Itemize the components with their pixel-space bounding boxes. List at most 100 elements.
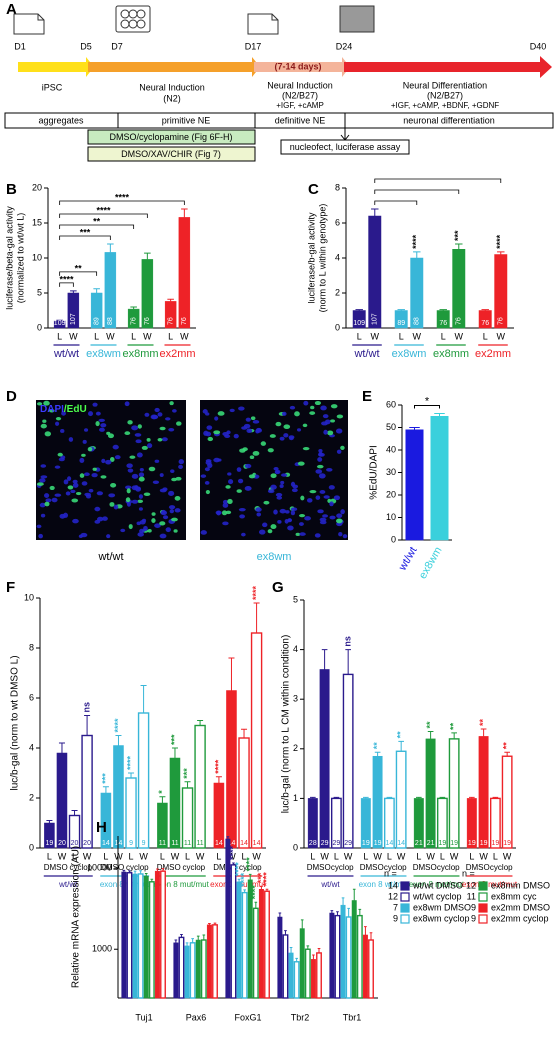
flask-icon: [13, 13, 45, 35]
nucleus: [335, 518, 343, 524]
nucleus: [200, 530, 207, 535]
bar: [56, 752, 68, 849]
y-tick-label: 1: [293, 793, 298, 803]
nucleus: [300, 495, 305, 501]
nucleus: [317, 457, 323, 462]
nucleus: [141, 445, 148, 450]
error-bar: [180, 934, 183, 938]
nucleus: [151, 414, 159, 420]
nucleus: [169, 401, 174, 406]
nucleus: [297, 461, 305, 466]
error-bar: [355, 309, 363, 311]
error-bar: [504, 751, 510, 757]
y-tick-label: 2: [29, 792, 34, 802]
nucleus: [161, 437, 168, 442]
group-label: ex2mm: [159, 348, 195, 360]
legend-swatch: [400, 881, 410, 891]
nucleus: [162, 515, 169, 520]
nucleus: [131, 425, 139, 431]
significance: ***: [182, 768, 192, 779]
bar: [288, 952, 294, 999]
y-tick-label: 10: [32, 252, 42, 262]
group-label: ex8wm: [392, 348, 427, 360]
nucleus: [71, 498, 79, 503]
phase: aggregates: [38, 115, 84, 125]
significance: **: [396, 731, 406, 739]
nucleus: [318, 451, 323, 457]
stage-factors: +IGF, +cAMP: [276, 101, 324, 110]
nucleus: [151, 518, 156, 524]
bracket: [59, 282, 74, 287]
bar: [225, 838, 231, 999]
n-label: 88: [107, 317, 114, 325]
x-tick-label: Tbr2: [291, 1012, 310, 1022]
treatment: DMSO/XAV/CHIR (Fig 7): [121, 149, 221, 159]
legend-swatch: [400, 914, 410, 924]
bar: [405, 429, 424, 541]
nucleus: [263, 500, 270, 505]
legend-label: ex8mm DMSO: [491, 880, 550, 890]
n-label: 29: [344, 840, 352, 847]
bar: [501, 755, 513, 849]
stage-title: Neural Induction: [139, 82, 205, 92]
error-bar: [310, 796, 316, 799]
bar: [310, 959, 316, 999]
x-tick-label: L: [160, 851, 165, 861]
nucleus: [112, 444, 119, 450]
y-tick-label: 0: [37, 322, 42, 332]
error-bar: [312, 954, 315, 960]
nucleus: [270, 484, 277, 490]
nucleus: [72, 482, 79, 488]
legend-label: ex2mm cyclop: [491, 913, 549, 923]
significance: ***: [169, 734, 179, 745]
x-tick-label: L: [94, 331, 99, 341]
significance: ****: [115, 192, 130, 202]
nucleus: [302, 446, 310, 451]
nucleus: [222, 521, 229, 526]
error-bar: [497, 251, 505, 255]
error-bar: [228, 657, 235, 691]
panel-letter: B: [6, 181, 17, 198]
x-tick-label: L: [129, 851, 134, 861]
error-bar: [492, 796, 499, 799]
n-label: 76: [498, 317, 505, 325]
n-label: 14: [385, 840, 393, 847]
n-label: 29: [332, 840, 340, 847]
nucleus: [269, 434, 276, 438]
legend-n: 12: [388, 891, 398, 901]
stage-arrow: [344, 56, 552, 78]
y-tick-label: 8: [335, 182, 340, 192]
nucleus: [303, 400, 309, 406]
well: [136, 19, 146, 29]
nucleus: [322, 414, 329, 419]
significance: **: [502, 742, 512, 750]
nucleus: [298, 522, 304, 526]
y-tick-label: 10: [386, 512, 396, 522]
nucleus: [144, 412, 150, 417]
nucleus: [83, 472, 90, 477]
nucleus: [222, 502, 229, 508]
bar: [368, 939, 374, 999]
bar: [258, 889, 264, 999]
error-bar: [413, 251, 421, 258]
y-tick-label: 60: [386, 399, 396, 409]
nucleus: [178, 464, 183, 469]
significance: ****: [59, 274, 74, 284]
bar: [143, 875, 149, 999]
bar: [299, 928, 305, 999]
nucleus: [95, 411, 101, 416]
bar: [340, 904, 346, 999]
error-bar: [174, 939, 178, 943]
n-label: 11: [196, 840, 203, 847]
error-bar: [197, 720, 204, 726]
bar: [230, 864, 237, 999]
x-tick-label: L: [469, 851, 474, 861]
nucleus: [225, 485, 231, 489]
stage-arrow: [88, 57, 260, 77]
error-bar: [295, 957, 298, 962]
nucleus: [290, 481, 296, 487]
condition-label: DMSO: [360, 863, 384, 872]
x-tick-label: Tbr1: [343, 1012, 362, 1022]
day-label: D1: [14, 41, 26, 51]
nucleus: [283, 424, 291, 430]
